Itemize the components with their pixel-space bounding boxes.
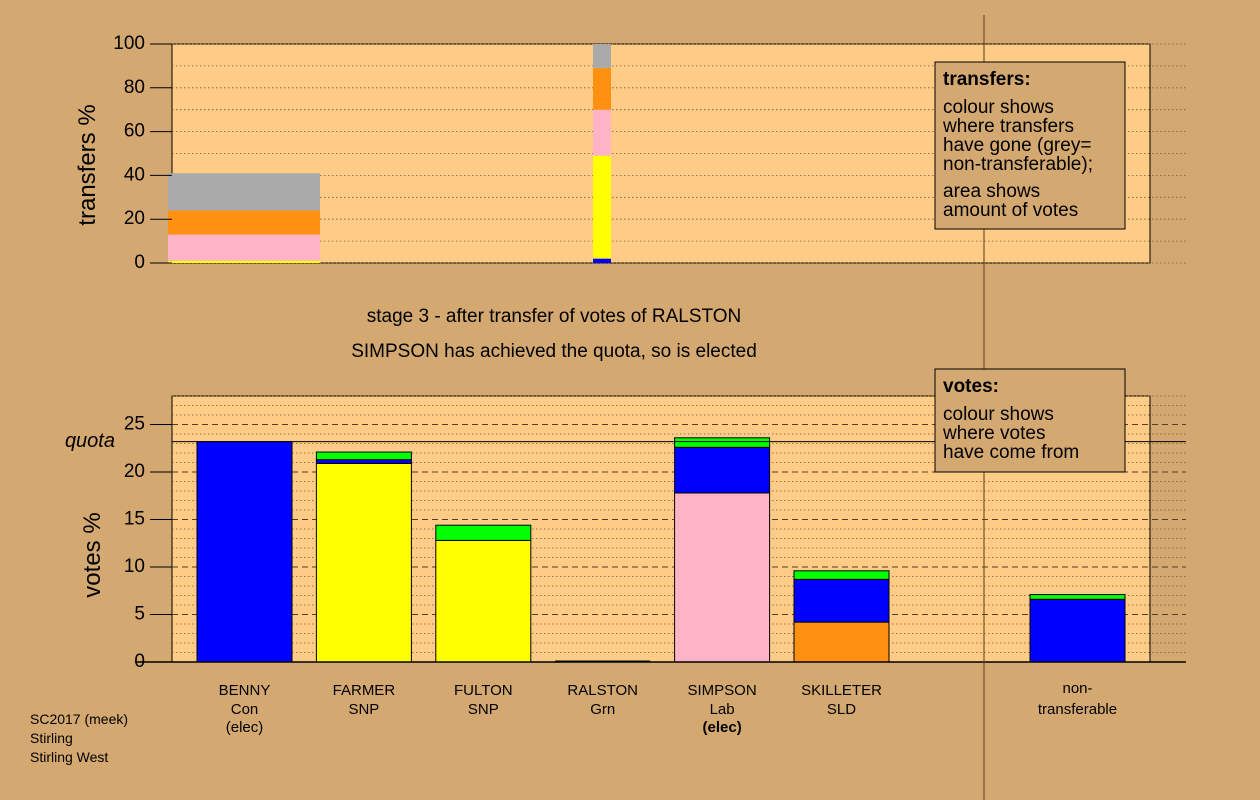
- candidate-party: SNP: [468, 701, 499, 718]
- candidate-party: SLD: [827, 701, 856, 718]
- vote-segment-sld: [793, 621, 890, 663]
- transfer-segment-sld: [168, 210, 320, 235]
- y-tick-label: 10: [124, 556, 145, 577]
- footer-line: SC2017 (meek): [30, 711, 128, 727]
- transfer-bar: [168, 173, 320, 263]
- vote-segment-con: [196, 441, 293, 663]
- candidate-status: (elec): [703, 719, 742, 736]
- vote-segment-con: [1029, 598, 1126, 663]
- candidate-name: RALSTON: [567, 682, 638, 699]
- footer-line: Stirling West: [30, 749, 108, 765]
- vote-segment-grn: [793, 570, 890, 580]
- footer-info: SC2017 (meek) Stirling Stirling West: [30, 711, 128, 765]
- vote-bar: [196, 441, 293, 663]
- votes-legend-title: votes:: [943, 376, 999, 397]
- votes-bars: [196, 437, 1126, 663]
- candidate-name: FULTON: [454, 682, 513, 699]
- transfer-segment-lab: [168, 234, 320, 261]
- votes-legend-line: where votes: [942, 423, 1045, 444]
- vote-bar: [674, 437, 771, 663]
- vote-bar: [315, 451, 412, 663]
- transfer-segment-nontransferable: [168, 173, 320, 211]
- y-tick-label: 100: [113, 33, 145, 54]
- vote-segment-lab: [674, 492, 771, 663]
- transfers-legend-line: colour shows: [943, 97, 1054, 118]
- vote-bar: [1029, 594, 1126, 663]
- transfers-legend-line: non-transferable);: [943, 154, 1093, 175]
- transfers-legend-line: where transfers: [942, 116, 1074, 137]
- transfer-bar: [593, 44, 611, 263]
- vote-segment-grn: [674, 437, 771, 448]
- vote-segment-con: [315, 459, 412, 464]
- candidate-party: Con: [231, 701, 259, 718]
- y-tick-label: 20: [124, 208, 145, 229]
- result-caption: SIMPSON has achieved the quota, so is el…: [351, 341, 757, 362]
- transfers-y-ticks: 0 20 40 60 80 100: [113, 33, 172, 273]
- vote-segment-con: [793, 578, 890, 623]
- footer-line: Stirling: [30, 730, 73, 746]
- candidate-name: FARMER: [333, 682, 396, 699]
- y-tick-label: 0: [134, 252, 145, 273]
- transfers-y-axis-label: transfers %: [74, 104, 101, 225]
- non-transferable-label: transferable: [1038, 701, 1117, 718]
- stage-caption: stage 3 - after transfer of votes of RAL…: [367, 306, 742, 327]
- vote-bar: [793, 570, 890, 663]
- vote-segment-grn: [1029, 594, 1126, 600]
- votes-legend-box: [934, 368, 1126, 473]
- candidate-name: SIMPSON: [688, 682, 757, 699]
- transfers-legend-line: area shows: [943, 181, 1040, 202]
- y-tick-label: 5: [134, 604, 145, 625]
- transfers-legend-line: amount of votes: [943, 200, 1078, 221]
- candidate-party: Grn: [590, 701, 615, 718]
- transfer-segment-lab: [593, 109, 611, 156]
- y-tick-label: 80: [124, 77, 145, 98]
- candidate-labels: BENNYCon(elec)FARMERSNPFULTONSNPRALSTONG…: [219, 680, 1117, 736]
- non-transferable-label: non-: [1062, 680, 1092, 697]
- transfer-segment-con: [593, 258, 611, 263]
- vote-segment-grn: [435, 524, 532, 541]
- candidate-party: Lab: [710, 701, 735, 718]
- transfer-segment-nontransferable: [593, 44, 611, 69]
- transfers-legend-title: transfers:: [943, 69, 1031, 90]
- transfers-legend: transfers: colour shows where transfers …: [934, 61, 1126, 230]
- y-tick-label: 15: [124, 509, 145, 530]
- transfer-segment-sld: [593, 68, 611, 110]
- candidate-party: SNP: [348, 701, 379, 718]
- y-tick-label: 60: [124, 121, 145, 142]
- candidate-name: SKILLETER: [801, 682, 882, 699]
- votes-legend-line: colour shows: [943, 404, 1054, 425]
- candidate-name: BENNY: [219, 682, 271, 699]
- transfers-bars: [168, 44, 611, 263]
- transfers-legend-box: [934, 61, 1126, 230]
- vote-segment-snp: [315, 462, 412, 663]
- vote-segment-con: [674, 446, 771, 494]
- y-tick-label: 25: [124, 414, 145, 435]
- y-tick-label: 20: [124, 461, 145, 482]
- vote-segment-grn: [315, 451, 412, 461]
- votes-legend-line: have come from: [943, 442, 1079, 463]
- vote-bar: [435, 524, 532, 663]
- transfers-legend-line: have gone (grey=: [943, 135, 1091, 156]
- transfer-segment-snp: [168, 260, 320, 263]
- y-tick-label: 40: [124, 164, 145, 185]
- votes-y-axis-label: votes %: [79, 512, 106, 597]
- vote-segment-snp: [435, 539, 532, 663]
- votes-legend: votes: colour shows where votes have com…: [934, 368, 1126, 473]
- quota-label: quota: [65, 430, 115, 452]
- candidate-status: (elec): [226, 719, 264, 736]
- transfer-segment-snp: [593, 155, 611, 259]
